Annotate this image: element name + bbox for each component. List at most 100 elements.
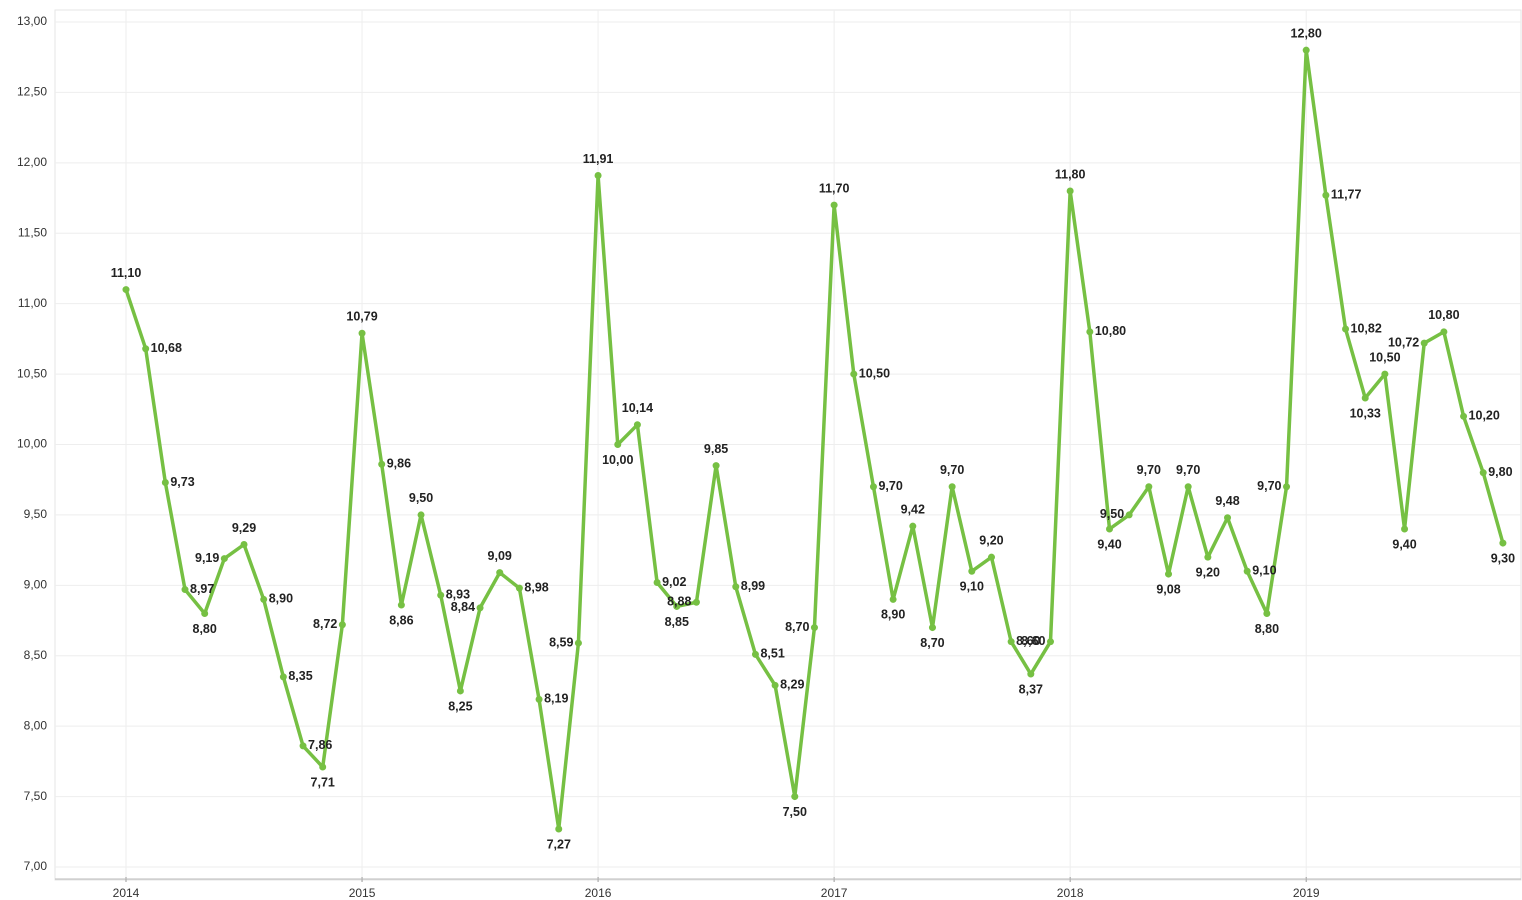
data-label: 8,29 — [780, 678, 804, 692]
point — [456, 687, 464, 695]
data-label: 8,99 — [741, 579, 765, 593]
data-label: 9,29 — [232, 521, 256, 535]
y-tick-label: 10,50 — [17, 366, 47, 380]
data-label: 9,70 — [878, 479, 902, 493]
data-label: 9,19 — [195, 551, 219, 565]
point — [417, 511, 425, 519]
x-tick-label: 2014 — [113, 886, 140, 900]
point — [928, 624, 936, 632]
data-label: 10,68 — [151, 341, 182, 355]
data-label: 9,70 — [1176, 463, 1200, 477]
point — [142, 345, 150, 353]
data-label: 10,50 — [1369, 350, 1400, 364]
data-label: 8,70 — [785, 620, 809, 634]
y-tick-label: 7,00 — [24, 859, 48, 873]
data-label: 8,37 — [1019, 682, 1043, 696]
data-label: 11,91 — [583, 152, 614, 166]
point — [1420, 339, 1428, 347]
data-label: 11,10 — [111, 266, 142, 280]
point — [633, 421, 641, 429]
point — [1165, 570, 1173, 578]
point — [161, 479, 169, 487]
point — [1440, 328, 1448, 336]
data-label: 10,80 — [1428, 308, 1459, 322]
data-label: 9,48 — [1215, 494, 1239, 508]
data-label: 8,90 — [269, 592, 293, 606]
data-label: 8,35 — [288, 669, 312, 683]
data-label: 9,09 — [488, 549, 512, 563]
point — [358, 329, 366, 337]
data-label: 8,70 — [920, 636, 944, 650]
point — [555, 825, 563, 833]
point — [909, 522, 917, 530]
y-tick-label: 8,50 — [24, 648, 48, 662]
point — [810, 624, 818, 632]
data-label: 10,50 — [859, 366, 890, 380]
data-label: 9,85 — [704, 442, 728, 456]
data-label: 9,08 — [1156, 582, 1180, 596]
point — [1263, 610, 1271, 617]
point — [1066, 187, 1074, 195]
data-label: 10,79 — [346, 310, 377, 324]
point — [496, 569, 504, 577]
point — [791, 793, 799, 801]
point — [378, 460, 386, 468]
point — [1007, 638, 1015, 646]
data-label: 9,73 — [170, 475, 194, 489]
point — [1243, 567, 1251, 575]
point — [1086, 328, 1094, 336]
point — [181, 586, 189, 594]
point — [220, 555, 228, 563]
data-label: 11,77 — [1331, 188, 1362, 202]
data-label: 8,84 — [451, 600, 475, 614]
data-label: 10,20 — [1469, 409, 1500, 423]
point — [987, 553, 995, 561]
x-tick-label: 2015 — [349, 886, 376, 900]
y-tick-label: 8,00 — [24, 718, 48, 732]
data-label: 8,60 — [1016, 634, 1040, 648]
point — [830, 201, 838, 209]
point — [574, 639, 582, 647]
data-label: 7,86 — [308, 738, 332, 752]
point — [771, 681, 779, 689]
data-label: 9,10 — [1252, 564, 1276, 578]
point — [1342, 325, 1350, 333]
point — [279, 673, 287, 681]
x-tick-label: 2019 — [1293, 886, 1320, 900]
point — [515, 584, 523, 592]
data-label: 9,02 — [662, 575, 686, 589]
point — [397, 601, 405, 609]
point — [1145, 483, 1153, 491]
data-label: 11,80 — [1055, 167, 1086, 181]
data-label: 12,80 — [1291, 26, 1322, 40]
data-label: 9,30 — [1491, 551, 1515, 565]
data-label: 8,80 — [1255, 622, 1279, 636]
point — [1361, 394, 1369, 402]
data-label: 8,60 — [1021, 634, 1045, 648]
data-label: 9,40 — [1097, 537, 1121, 551]
x-tick-label: 2016 — [585, 886, 612, 900]
x-tick-label: 2018 — [1057, 886, 1084, 900]
point — [614, 441, 622, 448]
y-tick-label: 9,50 — [24, 507, 48, 521]
point — [889, 595, 897, 603]
data-label: 9,40 — [1392, 537, 1416, 551]
point — [850, 370, 858, 378]
point — [1184, 483, 1192, 491]
data-label: 8,97 — [190, 582, 214, 596]
point — [1106, 525, 1113, 533]
data-label: 9,70 — [940, 463, 964, 477]
line — [124, 48, 1505, 831]
point — [1283, 483, 1291, 491]
data-label: 8,19 — [544, 692, 568, 706]
data-label: 10,72 — [1388, 335, 1419, 349]
point — [319, 763, 327, 771]
data-label: 8,86 — [389, 613, 413, 627]
point — [1125, 511, 1133, 519]
point — [869, 483, 877, 491]
point — [201, 610, 209, 617]
data-label: 8,93 — [446, 587, 470, 601]
point — [1479, 469, 1487, 477]
